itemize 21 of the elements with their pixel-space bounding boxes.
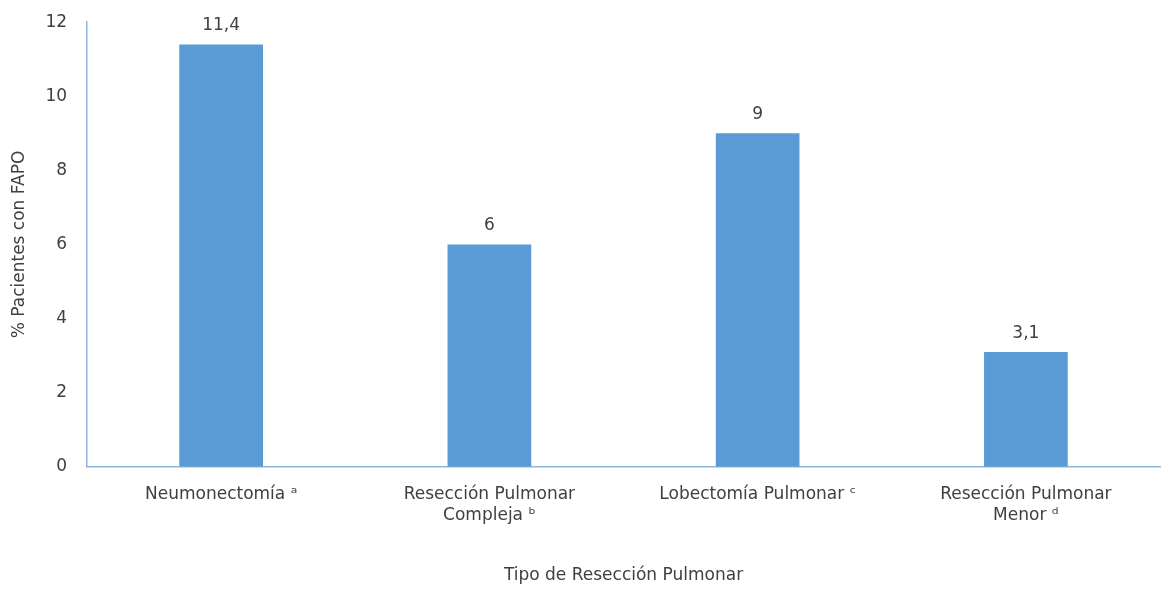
y-tick-label: 2 xyxy=(56,381,68,402)
x-axis-title: Tipo de Resección Pulmonar xyxy=(502,564,744,585)
y-tick-label: 10 xyxy=(45,84,68,105)
data-label: 9 xyxy=(752,103,764,124)
y-tick-label: 12 xyxy=(45,10,68,31)
bar xyxy=(715,133,800,467)
y-tick-label: 8 xyxy=(56,158,68,179)
x-tick-label: Neumonectomía ᵃ xyxy=(144,483,298,504)
bar xyxy=(984,351,1068,467)
y-axis-title: % Pacientes con FAPO xyxy=(7,150,28,339)
data-label: 11,4 xyxy=(202,14,241,35)
data-label: 6 xyxy=(483,214,495,235)
y-tick-label: 4 xyxy=(56,307,68,328)
y-tick-label: 6 xyxy=(56,232,68,253)
x-tick-label: Lobectomía Pulmonar ᶜ xyxy=(659,483,856,504)
y-tick-label: 0 xyxy=(56,455,68,476)
x-tick-label: Resección Pulmonar Menor ᵈ xyxy=(940,483,1112,524)
data-label: 3,1 xyxy=(1012,321,1040,342)
bar xyxy=(179,44,263,467)
x-tick-label: Resección Pulmonar Compleja ᵇ xyxy=(403,483,576,524)
bar xyxy=(447,244,532,467)
